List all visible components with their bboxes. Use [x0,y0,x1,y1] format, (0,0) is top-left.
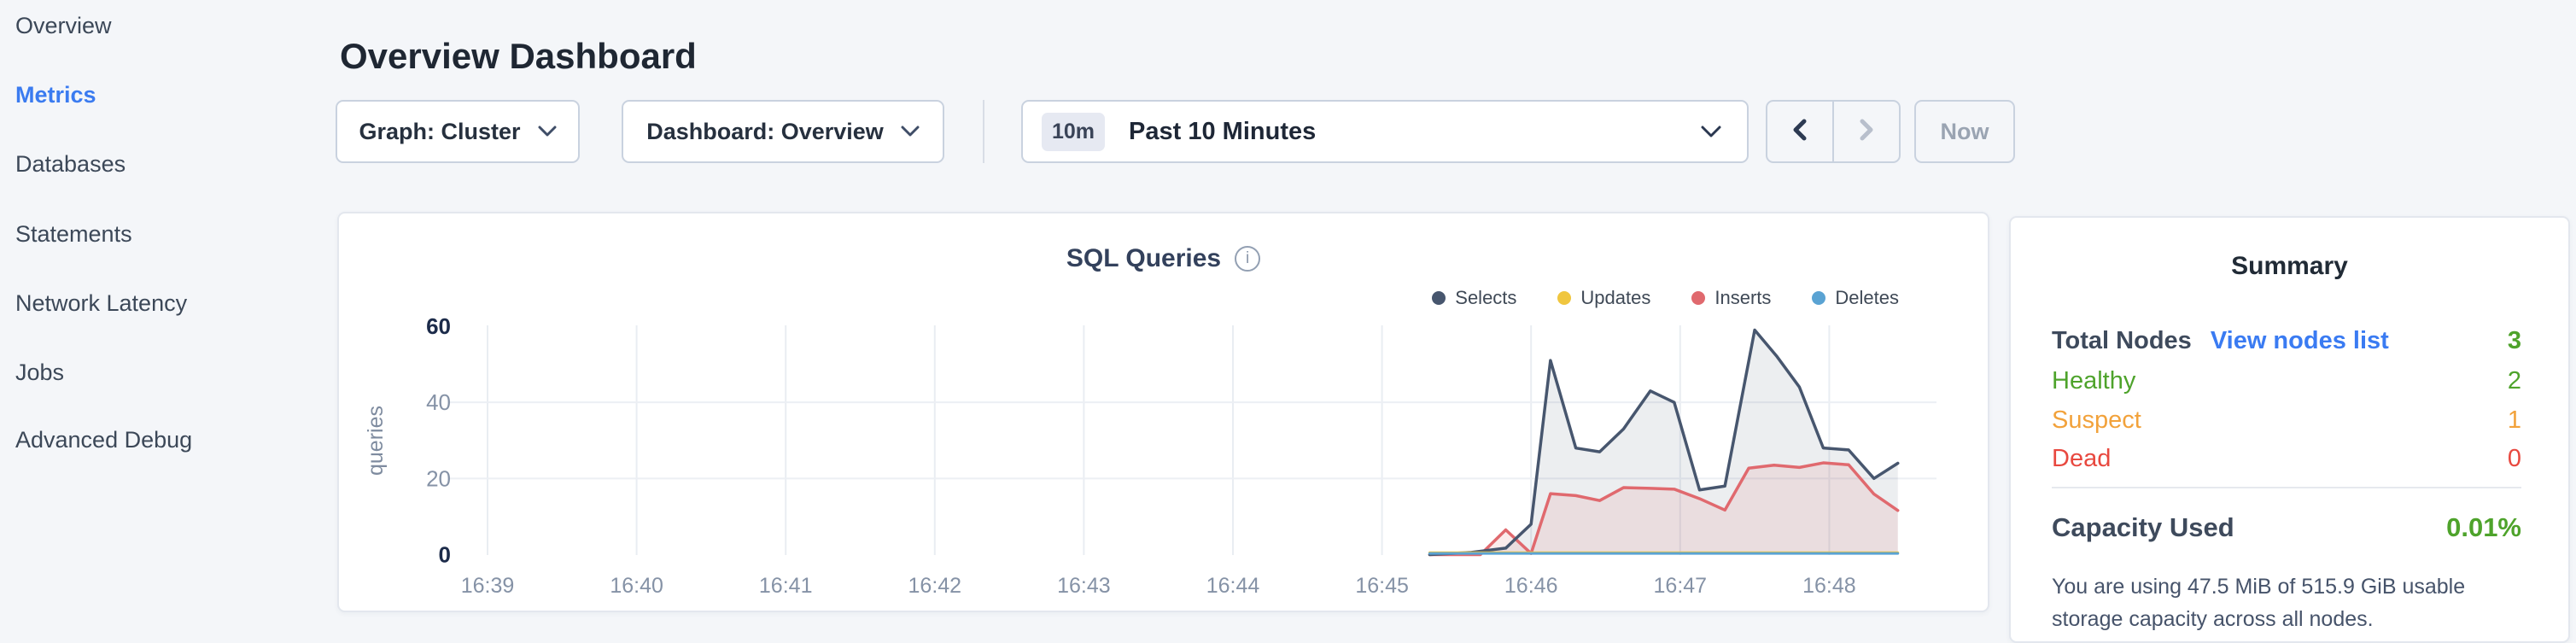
now-button[interactable]: Now [1914,100,2015,163]
graph-dropdown[interactable]: Graph: Cluster [336,100,580,163]
x-tick-label: 16:42 [908,574,962,598]
time-range-dropdown[interactable]: 10m Past 10 Minutes [1021,100,1749,163]
sidebar-item-jobs[interactable]: Jobs [15,359,65,385]
suspect-label: Suspect [2052,406,2141,434]
legend-label: Deletes [1835,287,1899,308]
suspect-nodes-row: Suspect 1 [2052,404,2521,436]
x-tick-label: 16:39 [461,574,515,598]
total-nodes-label: Total Nodes [2052,326,2192,354]
legend-item-updates[interactable]: Updates [1557,287,1650,309]
chevron-down-icon [538,126,557,137]
chevron-right-icon [1857,117,1876,147]
legend-label: Updates [1580,287,1651,308]
series-selects-area [1429,330,1898,555]
x-tick-label: 16:40 [610,574,663,598]
x-tick-label: 16:44 [1206,574,1260,598]
sidebar-item-advanced-debug[interactable]: Advanced Debug [15,427,193,453]
controls-divider [983,100,984,163]
graph-dropdown-label: Graph: Cluster [359,118,521,144]
selects-series-dot-icon [1432,291,1446,305]
inserts-series-dot-icon [1691,291,1706,305]
series-selects-line [1428,328,1900,557]
sidebar-item-statements[interactable]: Statements [15,221,132,247]
healthy-value: 2 [2507,366,2521,395]
time-step-buttons [1766,100,1901,163]
legend-item-selects[interactable]: Selects [1432,287,1516,309]
total-nodes-value: 3 [2507,326,2521,354]
y-tick-label: 60 [426,313,451,339]
suspect-value: 1 [2507,406,2521,434]
x-tick-label: 16:46 [1504,574,1558,598]
capacity-used-value: 0.01% [2446,512,2521,542]
sql-queries-chart-card: SQL Queries i Selects Updates Inserts Delet… [337,212,1989,612]
sidebar-item-metrics[interactable]: Metrics [15,82,96,108]
time-step-back-button[interactable] [1767,102,1832,161]
healthy-label: Healthy [2052,366,2136,395]
sidebar-item-overview[interactable]: Overview [15,13,112,38]
updates-series-dot-icon [1557,291,1572,305]
page-title: Overview Dashboard [340,36,697,77]
dead-value: 0 [2507,444,2521,472]
y-axis-label: queries [364,406,388,476]
chevron-down-icon [901,126,920,137]
chevron-left-icon [1790,117,1809,147]
summary-title: Summary [2231,252,2348,280]
legend-item-inserts[interactable]: Inserts [1691,287,1771,309]
time-step-forward-button[interactable] [1832,102,1899,161]
healthy-nodes-row: Healthy 2 [2052,365,2521,397]
total-nodes-row: Total Nodes View nodes list 3 [2052,324,2521,357]
time-range-badge: 10m [1042,112,1106,151]
info-icon[interactable]: i [1235,246,1261,272]
x-tick-label: 16:47 [1654,574,1708,598]
sql-queries-chart: 16:39 16:40 16:41 16:42 16:43 16:44 16:45 16:46… [364,313,1936,598]
chart-legend: Selects Updates Inserts Deletes [1432,287,1899,309]
controls-row: Graph: Cluster Dashboard: Overview 10m P… [0,100,2576,163]
x-tick-label: 16:48 [1802,574,1856,598]
x-tick-label: 16:45 [1355,574,1409,598]
capacity-description: You are using 47.5 MiB of 515.9 GiB usab… [2052,575,2466,631]
legend-item-deletes[interactable]: Deletes [1812,287,1899,309]
time-range-label: Past 10 Minutes [1129,117,1317,145]
series-inserts-area [1429,463,1898,555]
x-tick-label: 16:43 [1057,574,1111,598]
chart-title: SQL Queries [1066,244,1222,272]
view-nodes-list-link[interactable]: View nodes list [2210,326,2389,354]
deletes-series-dot-icon [1812,291,1826,305]
y-tick-label: 0 [439,542,451,568]
dashboard-dropdown[interactable]: Dashboard: Overview [622,100,944,163]
x-tick-label: 16:41 [759,574,813,598]
chart-title-row: SQL Queries i [339,244,1988,273]
dashboard-dropdown-label: Dashboard: Overview [646,118,884,144]
summary-divider [2052,487,2521,488]
capacity-used-row: Capacity Used 0.01% [2052,512,2521,543]
dead-label: Dead [2052,444,2112,472]
y-tick-label: 40 [426,389,451,415]
legend-label: Inserts [1714,287,1772,308]
sidebar: Overview Metrics Databases Statements Networ… [0,0,324,623]
y-tick-label: 20 [426,465,451,491]
dead-nodes-row: Dead 0 [2052,442,2521,475]
summary-panel: Summary Total Nodes View nodes list 3 He… [2009,216,2570,643]
chevron-down-icon [1701,126,1721,138]
capacity-used-label: Capacity Used [2052,512,2234,542]
legend-label: Selects [1455,287,1517,308]
sidebar-item-databases[interactable]: Databases [15,151,126,177]
sidebar-item-network-latency[interactable]: Network Latency [15,290,188,316]
